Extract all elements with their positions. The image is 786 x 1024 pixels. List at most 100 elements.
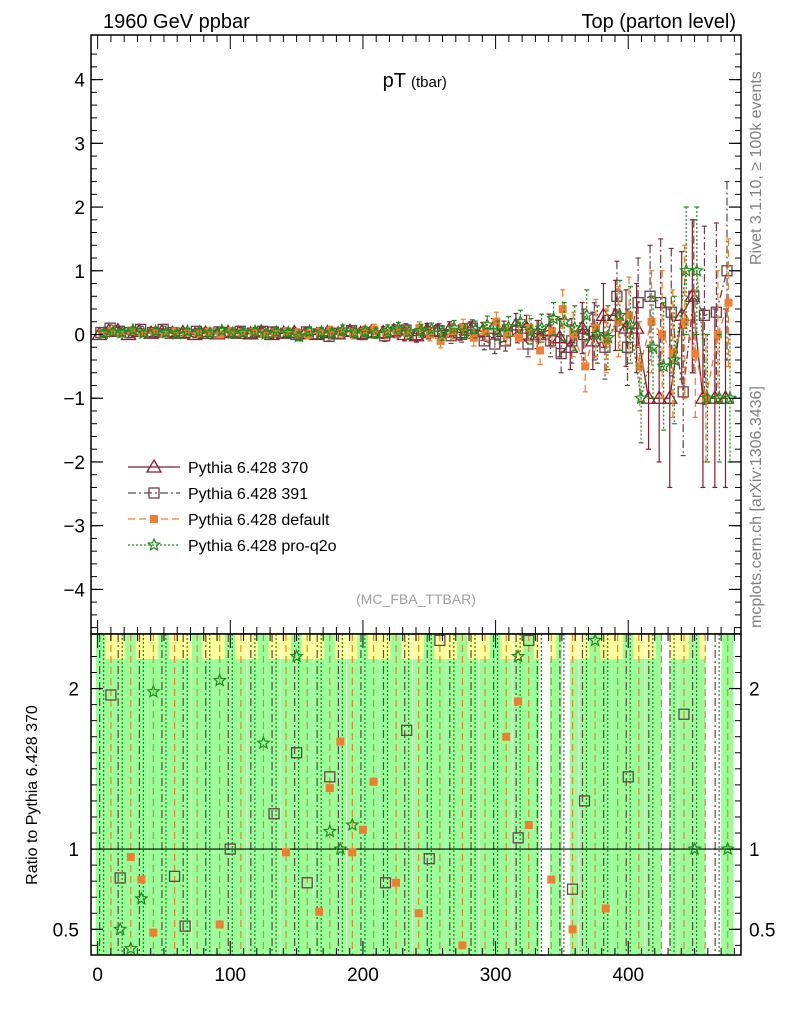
data-point (558, 305, 567, 314)
data-point (382, 329, 391, 338)
ratio-point (369, 777, 378, 786)
y-tick-label: 3 (74, 134, 85, 155)
ratio-point (414, 909, 423, 918)
data-point (623, 317, 638, 332)
data-point (116, 329, 125, 338)
ratio-point (358, 825, 367, 834)
ratio-point (345, 817, 360, 832)
band-green (622, 634, 634, 955)
band-green (600, 659, 612, 955)
data-point (555, 347, 567, 360)
data-point (502, 330, 511, 339)
ratio-y-tick-label: 0.5 (53, 920, 79, 941)
x-tick-label: 400 (612, 965, 644, 986)
data-point (180, 323, 195, 338)
band-green (479, 659, 491, 955)
ratio-point (113, 921, 128, 936)
header-left: 1960 GeV ppbar (103, 11, 250, 33)
ratio-point (720, 841, 735, 856)
ratio-point (401, 724, 413, 736)
x-tick-label: 100 (214, 965, 246, 986)
ratio-point (601, 904, 610, 913)
ratio-series-layer (91, 632, 741, 955)
legend-marker (146, 537, 162, 552)
band-green (446, 659, 458, 955)
main-axes: −4 −3 −2 −1 0 1 2 3 4 (63, 34, 742, 635)
main-series-layer (91, 180, 738, 489)
data-point (225, 325, 240, 340)
legend-label: Pythia 6.428 pro-q2o (188, 538, 337, 555)
ratio-point (268, 808, 280, 820)
data-point (434, 325, 450, 340)
data-point (668, 349, 677, 358)
data-point (689, 263, 704, 277)
data-point (324, 325, 340, 340)
data-point (181, 328, 190, 337)
ratio-point (146, 684, 161, 698)
data-point (688, 290, 700, 302)
ratio-point (123, 941, 138, 955)
band-green (612, 659, 624, 955)
data-point (337, 328, 346, 337)
data-point (258, 326, 273, 340)
analysis-id: (MC_FBA_TTBAR) (356, 591, 476, 607)
data-point (717, 389, 734, 404)
data-point (391, 320, 406, 335)
data-point (314, 324, 329, 339)
data-point (513, 314, 528, 328)
band-green (633, 659, 645, 955)
y-tick-label: −1 (63, 389, 85, 410)
ratio-point (514, 697, 523, 706)
data-point (413, 323, 429, 337)
data-point (600, 330, 616, 344)
ratio-point (289, 648, 304, 663)
band-green (224, 634, 236, 955)
ratio-point (134, 891, 149, 905)
band-green (512, 659, 524, 955)
ratio-point (114, 872, 126, 884)
data-point (115, 325, 130, 339)
band-green (434, 659, 446, 955)
data-point (724, 298, 733, 307)
ratio-point (301, 877, 313, 889)
y-tick-label: −4 (63, 580, 85, 601)
ratio-point (524, 820, 533, 829)
data-point (237, 328, 246, 337)
data-point (204, 327, 213, 336)
data-point (202, 325, 218, 340)
data-point (667, 352, 682, 367)
band-gap (561, 634, 570, 955)
band-green (334, 659, 346, 955)
data-point (260, 329, 269, 338)
ratio-point (137, 875, 146, 884)
data-point (698, 309, 711, 322)
data-point (457, 323, 472, 338)
data-point (446, 320, 462, 335)
band-green (545, 659, 557, 955)
plot-title-sub: (tbar) (411, 74, 447, 91)
ratio-point (566, 883, 579, 895)
data-point (569, 330, 578, 339)
data-point (136, 325, 151, 340)
ratio-point (324, 771, 336, 783)
data-point (160, 329, 169, 338)
legend-marker (148, 487, 160, 499)
data-point (557, 314, 572, 328)
ratio-point (333, 841, 348, 856)
y-tick-label: −2 (63, 453, 85, 474)
band-green (578, 659, 591, 955)
y-tick-label: −3 (63, 517, 85, 538)
ratio-point (578, 795, 591, 807)
data-point (282, 327, 291, 336)
data-point (665, 306, 677, 318)
data-point (280, 325, 296, 339)
ratio-y-tick-label-right: 1 (749, 840, 760, 861)
data-point (632, 296, 644, 309)
data-point (645, 339, 661, 354)
data-point (710, 306, 723, 318)
ratio-y-tick-label-right: 0.5 (749, 920, 775, 941)
band-gap (661, 634, 670, 955)
data-point (661, 389, 678, 404)
ratio-point (215, 920, 224, 929)
ratio-point (547, 875, 556, 884)
